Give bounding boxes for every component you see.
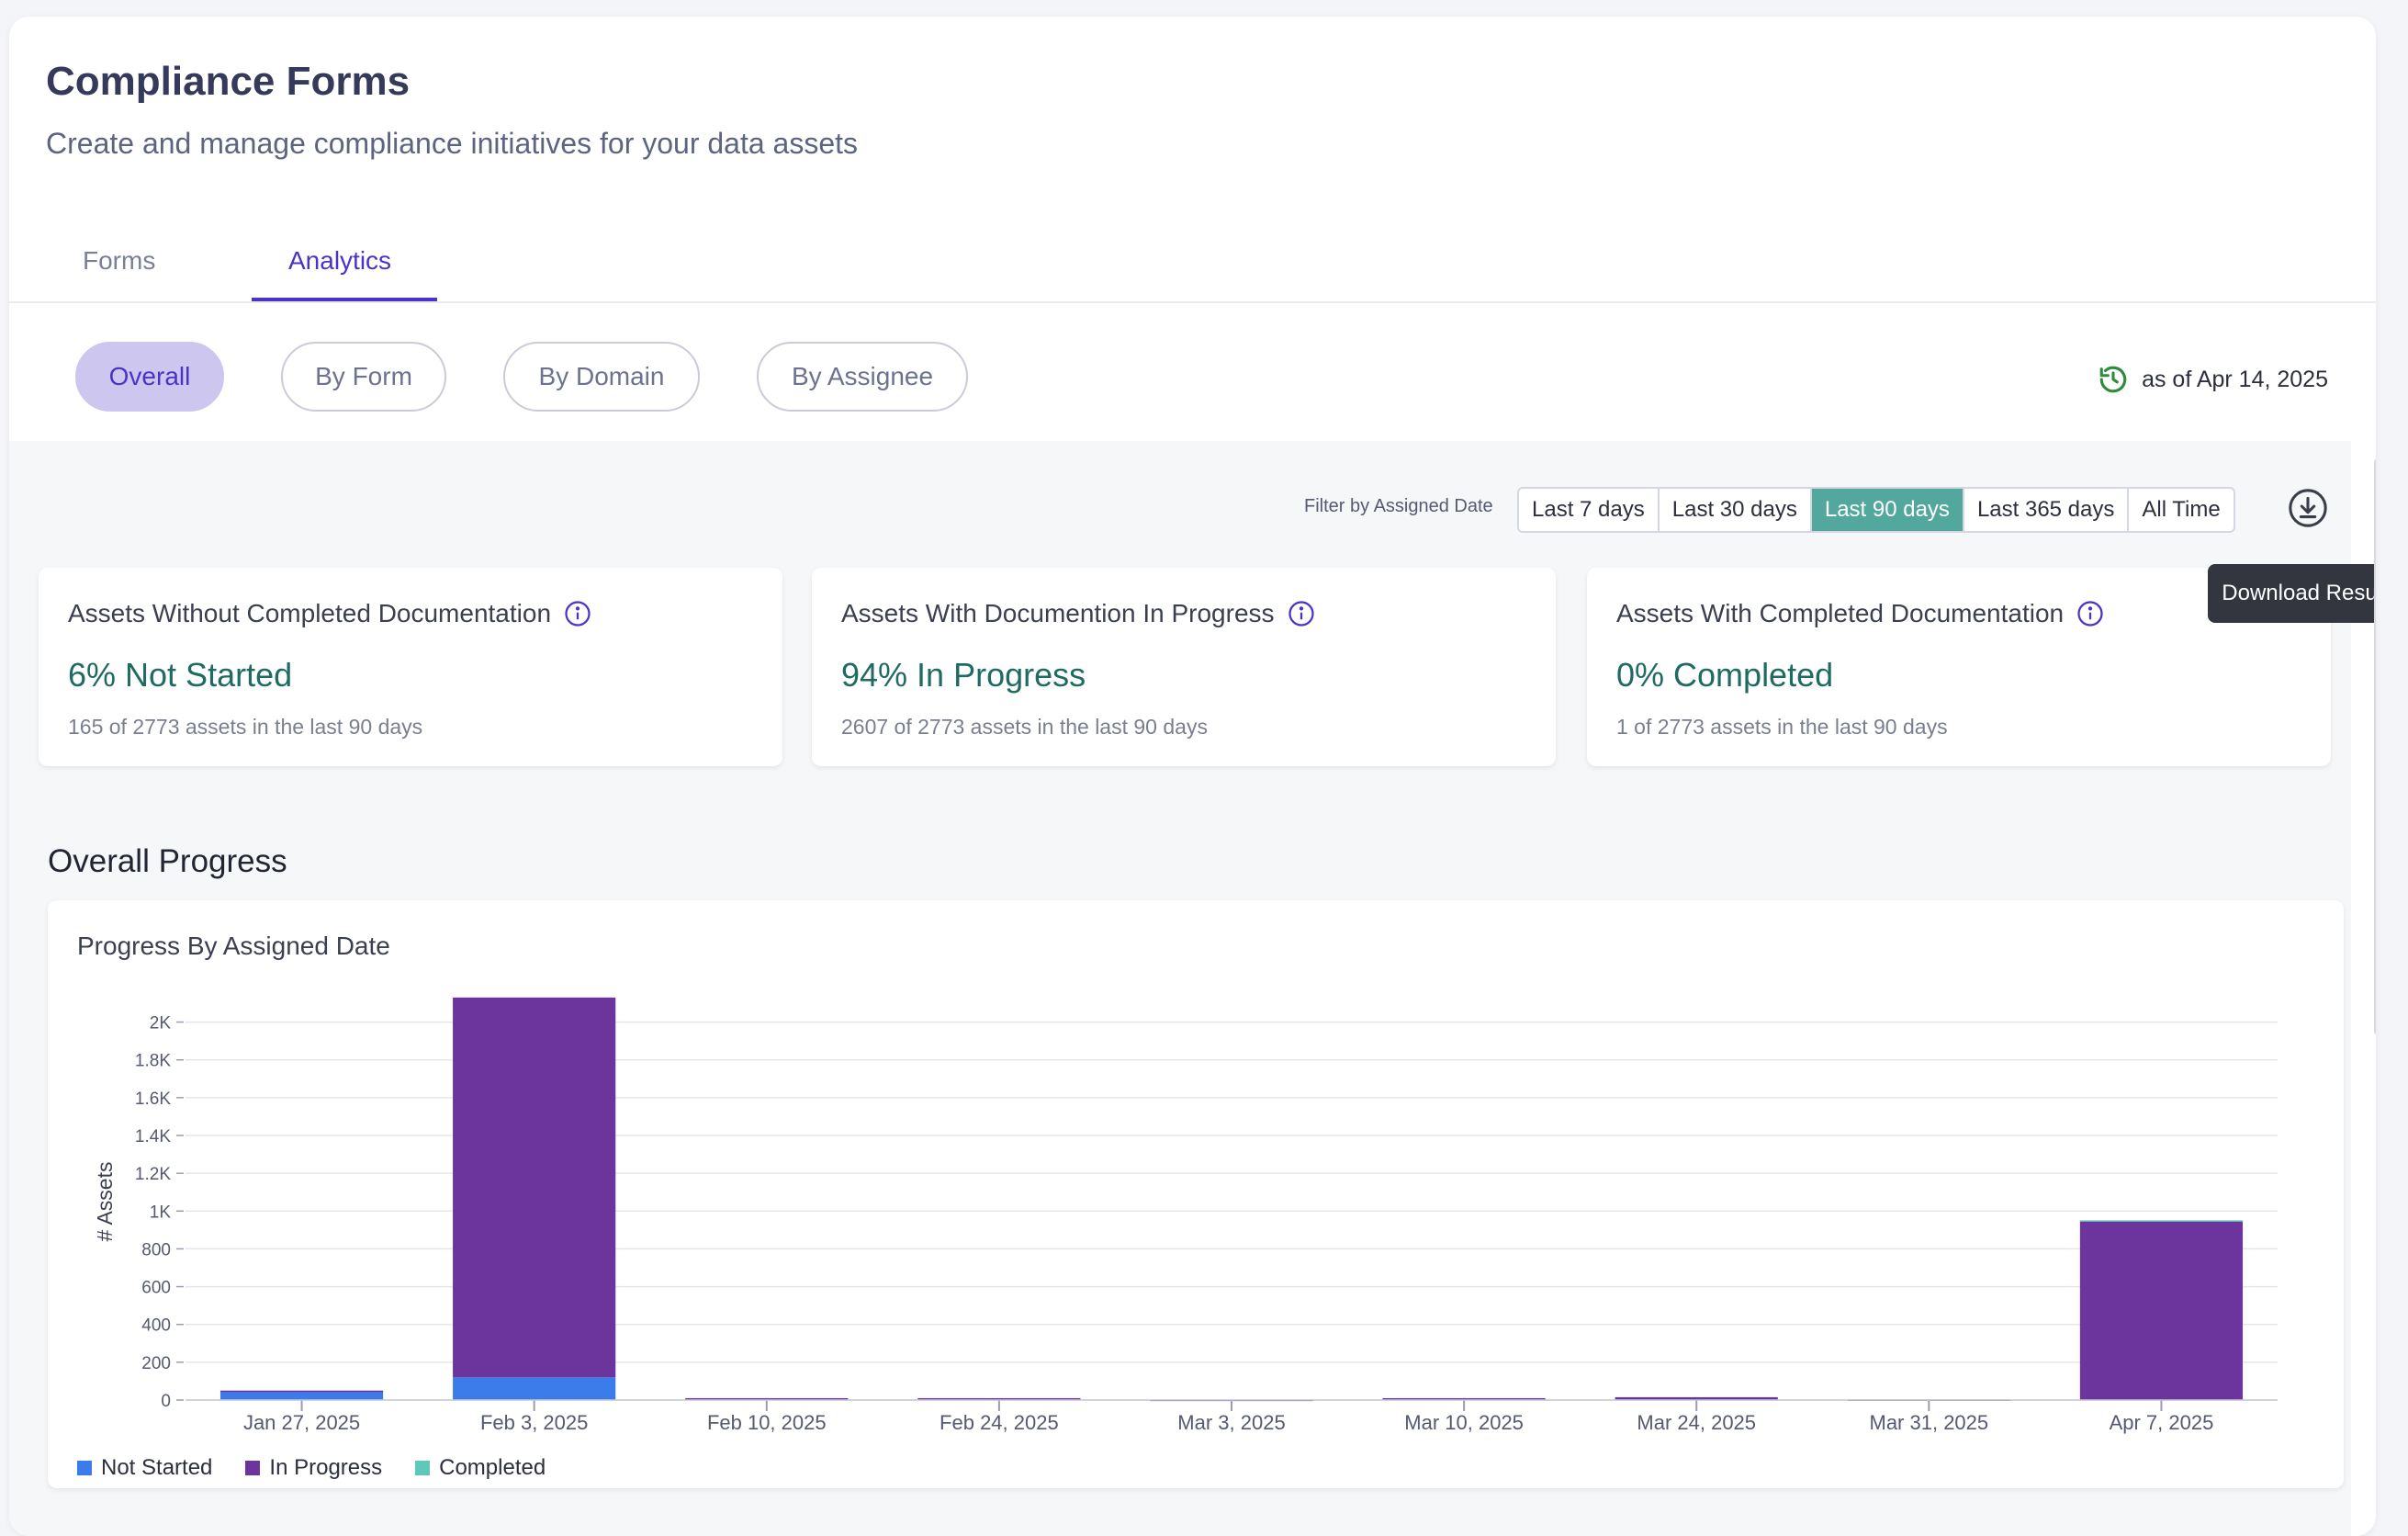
- y-tick-label: 2K: [150, 1014, 172, 1033]
- y-tick-label: 1.4K: [135, 1127, 171, 1146]
- bar-in-progress: [453, 997, 616, 1378]
- stat-card-completed: Assets With Completed Documentation 0% C…: [1587, 568, 2331, 766]
- progress-chart: 0 200 400 600 800 1K 1.2K 1.4K 1.6K 1.8K 2K # Asset…: [93, 997, 2278, 1434]
- bar-in-progress: [219, 1390, 384, 1393]
- date-filter-group: Last 7 days Last 30 days Last 90 days La…: [1517, 487, 2235, 533]
- chart-title: Progress By Assigned Date: [77, 932, 390, 960]
- x-tick-label: Apr 7, 2025: [2110, 1411, 2214, 1434]
- bar-completed: [2079, 1220, 2244, 1222]
- history-icon: [2099, 366, 2127, 393]
- vertical-scrollbar[interactable]: [2374, 457, 2376, 1036]
- stat-subtext: 165 of 2773 assets in the last 90 days: [68, 715, 423, 739]
- x-tick-label: Mar 3, 2025: [1177, 1411, 1285, 1434]
- pill-by-domain[interactable]: By Domain: [503, 342, 700, 412]
- legend-label: Completed: [439, 1455, 546, 1480]
- stat-value: 6% Not Started: [68, 656, 293, 694]
- info-icon[interactable]: [1288, 600, 1315, 627]
- section-title: Overall Progress: [48, 843, 287, 879]
- bar-in-progress: [1615, 1396, 1778, 1400]
- legend-swatch: [77, 1461, 92, 1475]
- y-tick-label: 0: [161, 1392, 171, 1411]
- y-tick-label: 800: [141, 1240, 171, 1259]
- main-card: Compliance Forms Create and manage compl…: [9, 17, 2376, 1536]
- tab-forms[interactable]: Forms: [83, 246, 156, 275]
- stat-card-not-started: Assets Without Completed Documentation 6…: [39, 568, 782, 766]
- as-of-text: as of Apr 14, 2025: [2142, 366, 2328, 392]
- active-tab-indicator: [252, 298, 437, 301]
- download-tooltip: Download Results: [2208, 564, 2376, 623]
- stat-value: 0% Completed: [1616, 656, 1834, 694]
- y-tick-label: 1.6K: [135, 1090, 171, 1109]
- filter-last-30-days[interactable]: Last 30 days: [1660, 489, 1812, 531]
- stat-title: Assets With Documention In Progress: [841, 599, 1275, 627]
- x-tick-label: Feb 24, 2025: [940, 1411, 1059, 1434]
- legend-swatch: [415, 1461, 431, 1475]
- y-axis-label: # Assets: [93, 1162, 117, 1242]
- y-tick-label: 1.2K: [135, 1165, 171, 1184]
- legend-item-completed[interactable]: Completed: [415, 1455, 546, 1481]
- pill-by-assignee[interactable]: By Assignee: [757, 342, 968, 412]
- bar-not-started: [219, 1391, 384, 1400]
- tab-analytics[interactable]: Analytics: [288, 246, 392, 275]
- stat-subtext: 2607 of 2773 assets in the last 90 days: [841, 715, 1208, 739]
- as-of-indicator: as of Apr 14, 2025: [2098, 364, 2328, 395]
- download-icon[interactable]: [2287, 487, 2329, 529]
- legend-item-in-progress[interactable]: In Progress: [245, 1455, 382, 1481]
- y-tick-label: 200: [141, 1354, 171, 1373]
- x-tick-label: Feb 3, 2025: [480, 1411, 588, 1434]
- pill-by-form[interactable]: By Form: [281, 342, 446, 412]
- bar-in-progress: [917, 1397, 1081, 1400]
- legend-label: In Progress: [269, 1455, 383, 1480]
- filter-last-90-days[interactable]: Last 90 days: [1811, 489, 1964, 531]
- stat-value: 94% In Progress: [841, 656, 1086, 694]
- bar-in-progress: [2079, 1220, 2244, 1400]
- chart-card: Progress By Assigned Date 0 200 400 600 800 1…: [48, 900, 2344, 1488]
- y-tick-label: 1.8K: [135, 1052, 171, 1071]
- x-tick-label: Jan 27, 2025: [243, 1411, 360, 1434]
- filter-all-time[interactable]: All Time: [2142, 497, 2221, 522]
- stat-subtext: 1 of 2773 assets in the last 90 days: [1616, 715, 1948, 739]
- pill-overall[interactable]: Overall: [75, 342, 224, 412]
- bar-not-started: [453, 1377, 616, 1400]
- page-subtitle: Create and manage compliance initiatives…: [46, 127, 859, 160]
- page-title: Compliance Forms: [46, 59, 411, 104]
- legend-label: Not Started: [101, 1455, 213, 1480]
- bar-in-progress: [685, 1397, 849, 1400]
- stat-title: Assets Without Completed Documentation: [68, 599, 552, 627]
- stat-card-in-progress: Assets With Documention In Progress 94% …: [812, 568, 1556, 766]
- bar-in-progress: [1382, 1397, 1546, 1400]
- x-tick-label: Mar 10, 2025: [1404, 1411, 1524, 1434]
- y-tick-label: 1K: [150, 1203, 172, 1222]
- stat-title: Assets With Completed Documentation: [1616, 599, 2065, 627]
- tab-bar: Forms Analytics: [9, 219, 2376, 303]
- chart-legend: Not Started In Progress Completed: [77, 1455, 546, 1481]
- info-icon[interactable]: [2076, 600, 2104, 627]
- y-tick-label: 400: [141, 1316, 171, 1336]
- x-tick-label: Mar 24, 2025: [1637, 1411, 1756, 1434]
- legend-swatch: [245, 1461, 261, 1475]
- y-tick-label: 600: [141, 1279, 171, 1298]
- x-tick-label: Mar 31, 2025: [1870, 1411, 1989, 1434]
- filter-last-7-days[interactable]: Last 7 days: [1519, 489, 1660, 531]
- x-tick-label: Feb 10, 2025: [707, 1411, 827, 1434]
- filter-label: Filter by Assigned Date: [1304, 496, 1493, 516]
- legend-item-not-started[interactable]: Not Started: [77, 1455, 212, 1481]
- filter-last-365-days[interactable]: Last 365 days: [1964, 489, 2130, 531]
- info-icon[interactable]: [564, 600, 591, 627]
